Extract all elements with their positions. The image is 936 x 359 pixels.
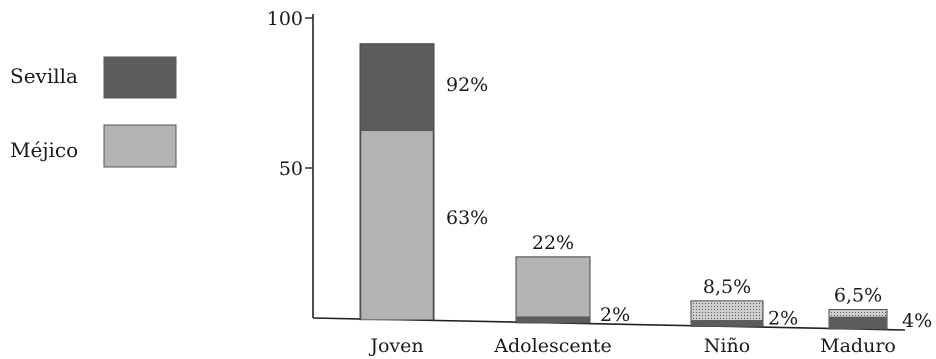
legend-swatch [103, 124, 177, 168]
bar-mjico [515, 256, 591, 324]
bar-sevilla [691, 320, 763, 327]
bar-sevilla [829, 316, 887, 330]
data-label-mejico: 8,5% [703, 276, 751, 298]
legend-swatch [103, 56, 177, 99]
x-tick-label: Adolescente [493, 335, 611, 357]
x-tick-label: Maduro [820, 335, 896, 357]
y-tick-label: 50 [279, 158, 303, 180]
data-labels: Joven 92% 63% Adolescente 22% 2% Niño 8,5% 2% Mad… [368, 74, 932, 357]
legend-label: Méjico [10, 138, 78, 162]
data-label-mejico: 22% [532, 232, 574, 254]
x-tick-label: Joven [368, 335, 423, 357]
data-label-mejico: 63% [446, 207, 488, 229]
legend: Sevilla Méjico [10, 56, 177, 168]
bar-mjico [360, 130, 434, 321]
bars [359, 43, 888, 330]
data-label-sevilla: 2% [600, 304, 630, 326]
x-tick-label: Niño [704, 335, 750, 357]
data-label-sevilla: 2% [768, 307, 798, 329]
bar-sevilla [516, 316, 590, 324]
data-label-sevilla: 4% [902, 310, 932, 332]
data-label-mejico: 6,5% [834, 285, 882, 307]
data-label-sevilla: 92% [446, 74, 488, 96]
y-tick-label: 100 [267, 8, 303, 30]
legend-label: Sevilla [10, 64, 78, 88]
